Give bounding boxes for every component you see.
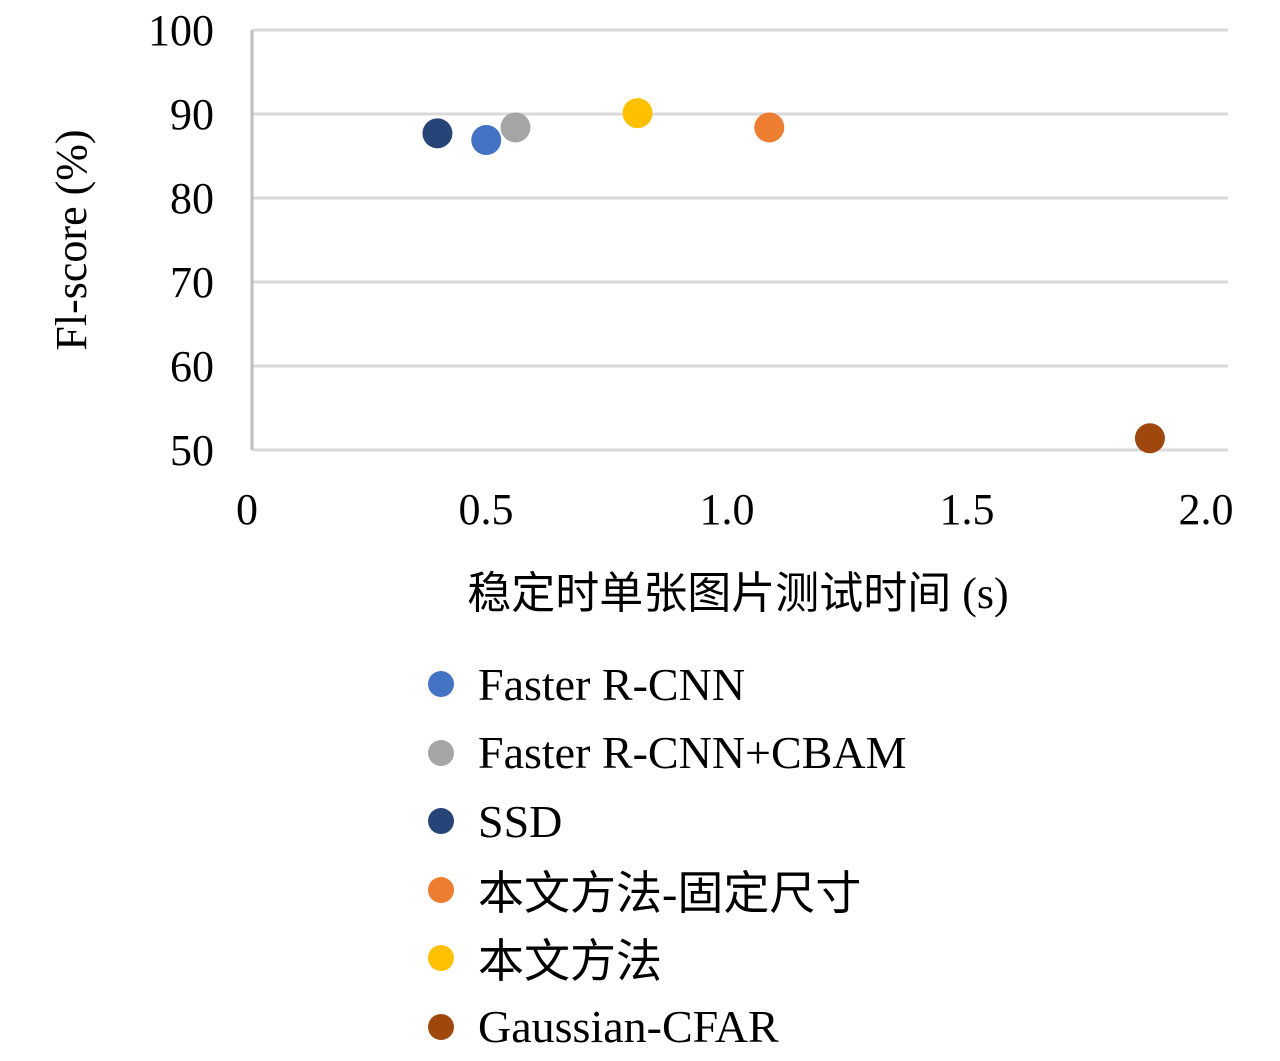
y-tick-label: 80 xyxy=(170,174,214,223)
y-tick-label: 50 xyxy=(170,426,214,475)
legend-marker xyxy=(428,945,454,971)
legend-marker xyxy=(428,808,454,834)
point-5 xyxy=(1135,423,1165,453)
legend-label: 本文方法 xyxy=(478,925,662,991)
legend-item: SSD xyxy=(428,787,906,856)
point-2 xyxy=(422,118,452,148)
point-1 xyxy=(501,112,531,142)
data-points xyxy=(422,98,1164,453)
point-0 xyxy=(471,125,501,155)
x-tick-label: 2.0 xyxy=(1179,485,1234,534)
legend-item: Gaussian-CFAR xyxy=(428,993,906,1061)
legend-item: Faster R-CNN xyxy=(428,650,906,719)
y-tick-labels: 50 60 70 80 90 100 xyxy=(148,6,214,475)
legend-item: Faster R-CNN+CBAM xyxy=(428,719,906,788)
x-axis-title: 稳定时单张图片测试时间 (s) xyxy=(467,569,1008,618)
x-tick-label: 0 xyxy=(236,485,258,534)
y-tick-label: 70 xyxy=(170,258,214,307)
point-3 xyxy=(754,112,784,142)
legend-marker xyxy=(428,877,454,903)
legend-label: Gaussian-CFAR xyxy=(478,1000,779,1053)
legend-marker xyxy=(428,671,454,697)
legend-item: 本文方法-固定尺寸 xyxy=(428,856,906,925)
legend-label: SSD xyxy=(478,795,562,848)
legend-label: 本文方法-固定尺寸 xyxy=(478,857,861,923)
legend-label: Faster R-CNN+CBAM xyxy=(478,726,906,779)
legend-marker xyxy=(428,1014,454,1040)
y-tick-label: 60 xyxy=(170,342,214,391)
legend-item: 本文方法 xyxy=(428,924,906,993)
x-tick-label: 0.5 xyxy=(459,485,514,534)
x-tick-labels: 0 0.5 1.0 1.5 2.0 xyxy=(236,485,1234,534)
legend: Faster R-CNN Faster R-CNN+CBAM SSD 本文方法-固定尺… xyxy=(428,650,906,1061)
legend-label: Faster R-CNN xyxy=(478,658,745,711)
x-tick-label: 1.5 xyxy=(940,485,995,534)
point-4 xyxy=(623,98,653,128)
y-axis-title: Fl-score (%) xyxy=(47,129,96,350)
x-tick-label: 1.0 xyxy=(700,485,755,534)
legend-marker xyxy=(428,740,454,766)
gridlines xyxy=(252,30,1228,450)
y-tick-label: 100 xyxy=(148,6,214,55)
scatter-chart: 50 60 70 80 90 100 0 0.5 1.0 1.5 2.0 Fl-score (%)… xyxy=(0,0,1280,640)
y-tick-label: 90 xyxy=(170,90,214,139)
